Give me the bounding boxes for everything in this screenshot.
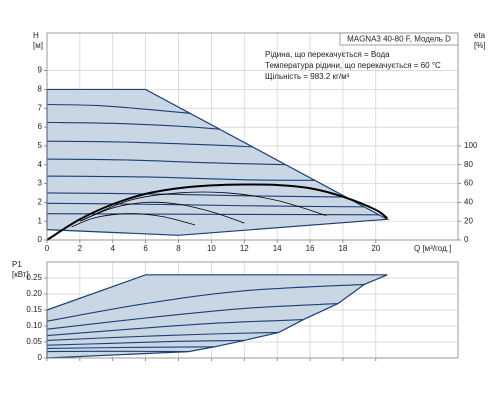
x-tick-label: 6 <box>143 244 148 253</box>
curve <box>46 158 286 166</box>
x-tick-label: 2 <box>78 244 83 253</box>
curve <box>46 339 245 346</box>
y-tick-label: 0.25 <box>26 273 42 282</box>
y-axis-label: [м] <box>33 41 43 50</box>
y-tick-label: 9 <box>38 66 43 75</box>
curve <box>46 121 220 130</box>
x-tick-label: 12 <box>240 244 249 253</box>
y-tick-label: 8 <box>38 85 43 94</box>
x-tick-label: 10 <box>207 244 216 253</box>
curve <box>46 213 380 216</box>
curve <box>46 346 215 349</box>
chart-title: MAGNA3 40-80 F, Модель D <box>347 35 451 44</box>
y-tick-label: 0.10 <box>26 321 42 330</box>
x-tick-label: 20 <box>371 244 380 253</box>
curve <box>46 202 365 208</box>
y-tick-label: 0.05 <box>26 337 42 346</box>
y-axis-label: H <box>33 31 39 40</box>
x-tick-label: 4 <box>111 244 116 253</box>
curve <box>46 331 279 341</box>
y-tick-label: 7 <box>38 103 43 112</box>
y2-tick-label: 60 <box>464 179 473 188</box>
curve <box>46 319 304 337</box>
title-box <box>339 32 459 46</box>
annotation: Рідина, що перекачується = Вода <box>265 50 390 59</box>
curve <box>46 175 315 181</box>
curve <box>46 303 339 330</box>
curve <box>79 191 327 222</box>
y2-tick-label: 100 <box>464 141 478 150</box>
x-tick-label: 16 <box>306 244 315 253</box>
y-tick-label: 3 <box>38 179 43 188</box>
y-tick-label: 1 <box>38 216 43 225</box>
y-tick-label: 4 <box>38 160 43 169</box>
y2-tick-label: 20 <box>464 216 473 225</box>
y2-tick-label: 40 <box>464 197 473 206</box>
plot-border <box>46 32 459 241</box>
curve <box>46 192 347 198</box>
curve <box>46 283 365 322</box>
curve <box>71 213 196 228</box>
y-tick-label: 5 <box>38 141 43 150</box>
curve <box>46 183 388 241</box>
y-tick-label: 6 <box>38 122 43 131</box>
annotation: Температура рідини, що перекачується = 6… <box>265 61 441 70</box>
curve <box>46 140 253 148</box>
y-tick-label: 0 <box>38 235 43 244</box>
y-tick-label: 2 <box>38 197 43 206</box>
curve <box>79 201 245 224</box>
y2-tick-label: 80 <box>464 160 473 169</box>
annotation: Щільність = 983.2 кг/м³ <box>265 72 350 81</box>
y-tick-label: 0.20 <box>26 289 42 298</box>
y2-tick-label: 0 <box>464 235 469 244</box>
y-axis-label: P1 <box>12 260 22 269</box>
x-tick-label: 8 <box>176 244 181 253</box>
curve <box>46 103 191 114</box>
plot-border <box>46 261 459 359</box>
y-tick-label: 0 <box>38 353 43 362</box>
y-axis-label: [кВт] <box>12 270 29 279</box>
x-tick-label: 18 <box>338 244 347 253</box>
x-axis-label: Q [м³/год.] <box>414 244 451 253</box>
y-tick-label: 0.15 <box>26 305 42 314</box>
y2-axis-label: [%] <box>474 41 486 50</box>
x-tick-label: 0 <box>45 244 50 253</box>
x-tick-label: 14 <box>273 244 282 253</box>
y2-axis-label: eta <box>474 31 486 40</box>
